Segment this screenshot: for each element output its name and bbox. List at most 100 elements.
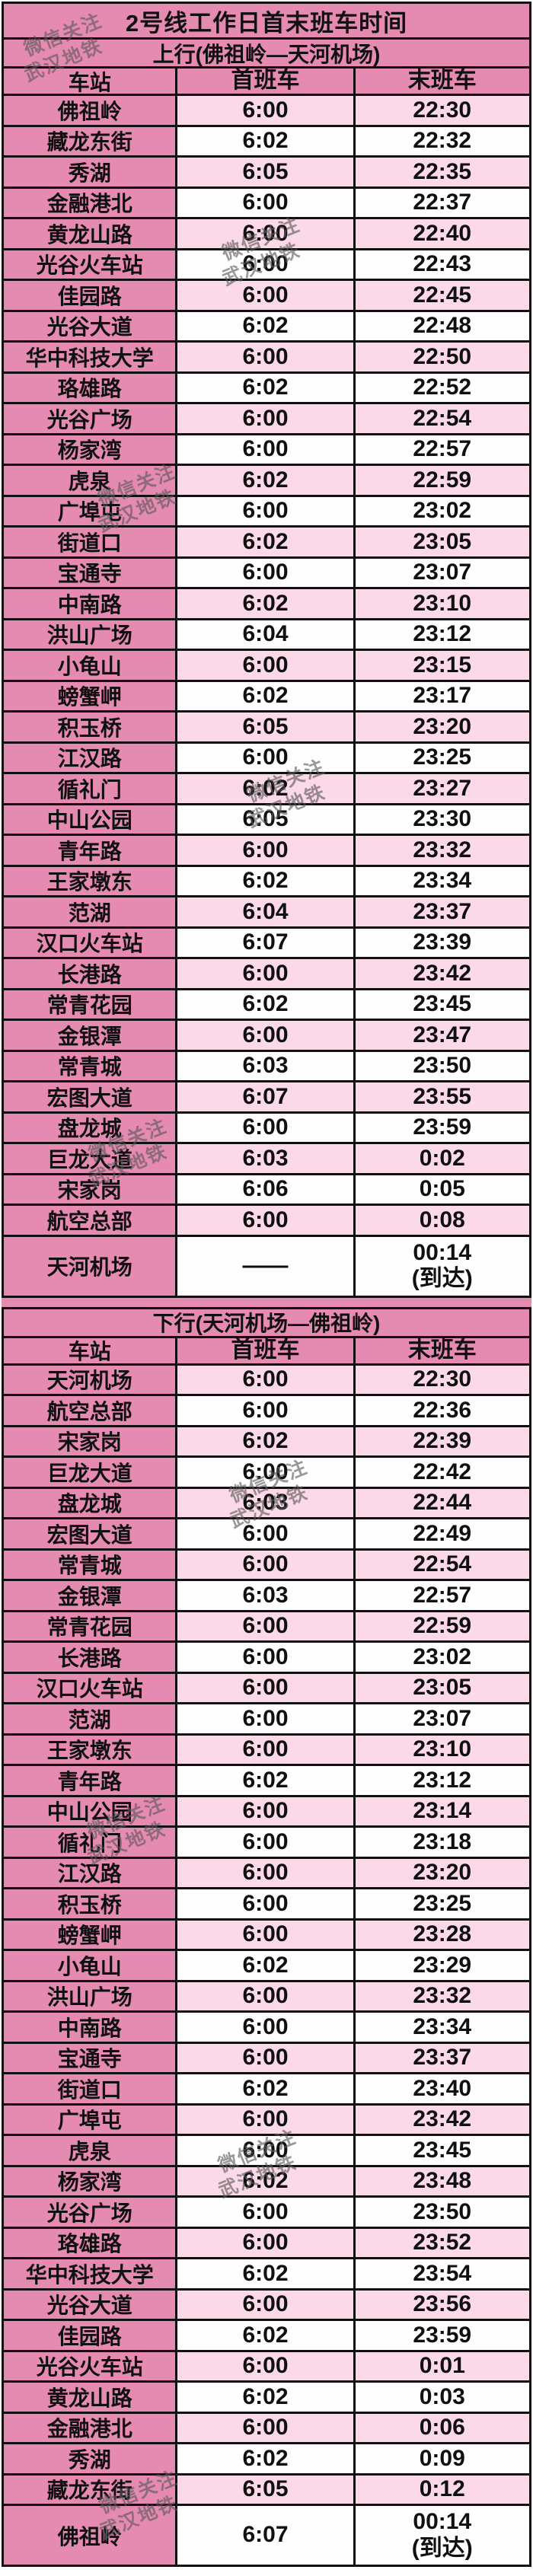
first-train-time-cell: 6:00 [177,1113,356,1142]
station-name-cell: 光谷火车站 [4,2351,178,2380]
station-name-cell: 黄龙山路 [4,219,178,248]
station-name-cell: 秀湖 [4,2444,178,2473]
last-train-time-cell: 23:25 [355,1889,529,1918]
last-train-time-cell: 23:50 [355,1051,529,1080]
last-train-time-cell: 23:30 [355,805,529,834]
station-name-cell: 光谷广场 [4,404,178,433]
station-name-cell: 珞雄路 [4,373,178,402]
station-name-cell: 宏图大道 [4,1519,178,1548]
section-divider [2,1297,531,1307]
last-train-time-cell: 23:02 [355,496,529,525]
last-train-time-cell: 00:14 (到达) [355,1236,529,1296]
timetable-row: 中山公园 6:00 23:14 [4,1797,529,1828]
timetable-row: 虎泉 6:02 22:59 [4,466,529,497]
timetable-row: 青年路 6:02 23:12 [4,1766,529,1797]
last-train-time-cell: 22:59 [355,1612,529,1640]
timetable-row: 积玉桥 6:00 23:25 [4,1889,529,1921]
first-train-time-cell: 6:00 [177,2198,356,2227]
last-train-time-cell: 23:07 [355,558,529,587]
station-name-cell: 中南路 [4,2013,178,2042]
last-train-time-cell: 00:14 (到达) [355,2506,529,2565]
timetable-row: 光谷广场 6:00 23:50 [4,2198,529,2229]
station-name-cell: 江汉路 [4,743,178,772]
first-train-time-cell: 6:00 [177,651,356,680]
last-train-time-cell: 23:25 [355,743,529,772]
timetable-row: 光谷火车站 6:00 0:01 [4,2351,529,2383]
timetable-row: 金银潭 6:03 22:57 [4,1581,529,1612]
first-train-time-cell: 6:02 [177,2321,356,2350]
station-name-cell: 佳园路 [4,281,178,310]
first-train-time-cell: 6:00 [177,1704,356,1733]
first-train-time-cell: 6:00 [177,404,356,433]
timetable-row: 虎泉 6:00 23:45 [4,2136,529,2167]
station-name-cell: 江汉路 [4,1858,178,1887]
timetable-row: 航空总部 6:00 22:36 [4,1396,529,1427]
last-train-time-cell: 23:42 [355,959,529,988]
timetable-row: 螃蟹岬 6:02 23:17 [4,681,529,713]
station-name-cell: 佳园路 [4,2321,178,2350]
first-train-time-cell: 6:00 [177,1612,356,1640]
last-train-time-cell: 22:35 [355,158,529,187]
first-train-time-cell: 6:07 [177,928,356,957]
station-name-cell: 金银潭 [4,1581,178,1610]
first-train-time-cell: 6:00 [177,343,356,371]
first-train-time-cell: 6:00 [177,1206,356,1235]
first-train-time-cell: 6:00 [177,1735,356,1764]
first-train-time-cell: 6:02 [177,866,356,895]
last-train-time-cell: 22:32 [355,126,529,155]
last-train-time-cell: 0:02 [355,1144,529,1173]
timetable-row: 循礼门 6:02 23:27 [4,774,529,805]
last-train-time-cell: 22:30 [355,96,529,125]
first-train-time-cell: 6:05 [177,713,356,741]
timetable-row: 长港路 6:00 23:02 [4,1643,529,1674]
last-train-time-cell: 23:20 [355,713,529,741]
station-name-cell: 航空总部 [4,1396,178,1425]
last-train-time-cell: 23:10 [355,1735,529,1764]
first-train-time-cell: 6:03 [177,1488,356,1517]
first-train-time-cell: 6:03 [177,1051,356,1080]
timetable-row: 宋家岗 6:02 22:39 [4,1427,529,1458]
timetable-row: 街道口 6:02 23:40 [4,2074,529,2106]
first-train-time-cell: 6:00 [177,96,356,125]
first-train-time-cell: 6:00 [177,1920,356,1949]
first-train-time-cell: 6:00 [177,2351,356,2380]
timetable-row: 秀湖 6:02 0:09 [4,2444,529,2476]
first-train-time-cell: 6:02 [177,2383,356,2412]
station-name-cell: 中南路 [4,589,178,618]
last-train-time-cell: 23:28 [355,1920,529,1949]
timetable-row: 黄龙山路 6:02 0:03 [4,2383,529,2414]
timetable-row: 循礼门 6:00 23:18 [4,1828,529,1859]
first-train-time-cell: 6:02 [177,1951,356,1980]
last-train-time-cell: 23:05 [355,1673,529,1702]
timetable-row: 青年路 6:00 23:32 [4,836,529,867]
downbound-table: 下行(天河机场—佛祖岭) 车站 首班车 末班车 天河机场 6:00 22:30 航空总… [2,1306,531,2567]
last-train-time-cell: 23:05 [355,528,529,556]
timetable-row: 宏图大道 6:07 23:55 [4,1082,529,1114]
first-train-time-cell: 6:00 [177,836,356,865]
last-train-time-cell: 22:54 [355,1550,529,1579]
last-train-time-cell: 23:02 [355,1643,529,1672]
first-train-time-cell: 6:05 [177,805,356,834]
station-name-cell: 街道口 [4,528,178,556]
station-name-cell: 长港路 [4,959,178,988]
station-name-cell: 盘龙城 [4,1488,178,1517]
timetable-row: 天河机场 6:00 22:30 [4,1365,529,1396]
station-name-cell: 虎泉 [4,2136,178,2165]
first-train-time-cell: 6:02 [177,1427,356,1455]
timetable-row: 盘龙城 6:00 23:59 [4,1113,529,1144]
last-train-time-cell: 23:32 [355,836,529,865]
col-header-station: 车站 [4,1337,178,1363]
last-train-time-cell: 22:59 [355,466,529,495]
station-name-cell: 范湖 [4,897,178,926]
last-train-time-cell: 23:55 [355,1082,529,1111]
station-name-cell: 佛祖岭 [4,2506,178,2565]
timetable-row: 光谷火车站 6:00 22:43 [4,250,529,281]
last-train-time-cell: 0:08 [355,1206,529,1235]
first-train-time-cell: 6:02 [177,466,356,495]
first-train-time-cell: 6:07 [177,2506,356,2565]
timetable-row: 佳园路 6:00 22:45 [4,281,529,312]
station-name-cell: 青年路 [4,836,178,865]
station-name-cell: 宝通寺 [4,2043,178,2072]
timetable-row: 秀湖 6:05 22:35 [4,158,529,189]
